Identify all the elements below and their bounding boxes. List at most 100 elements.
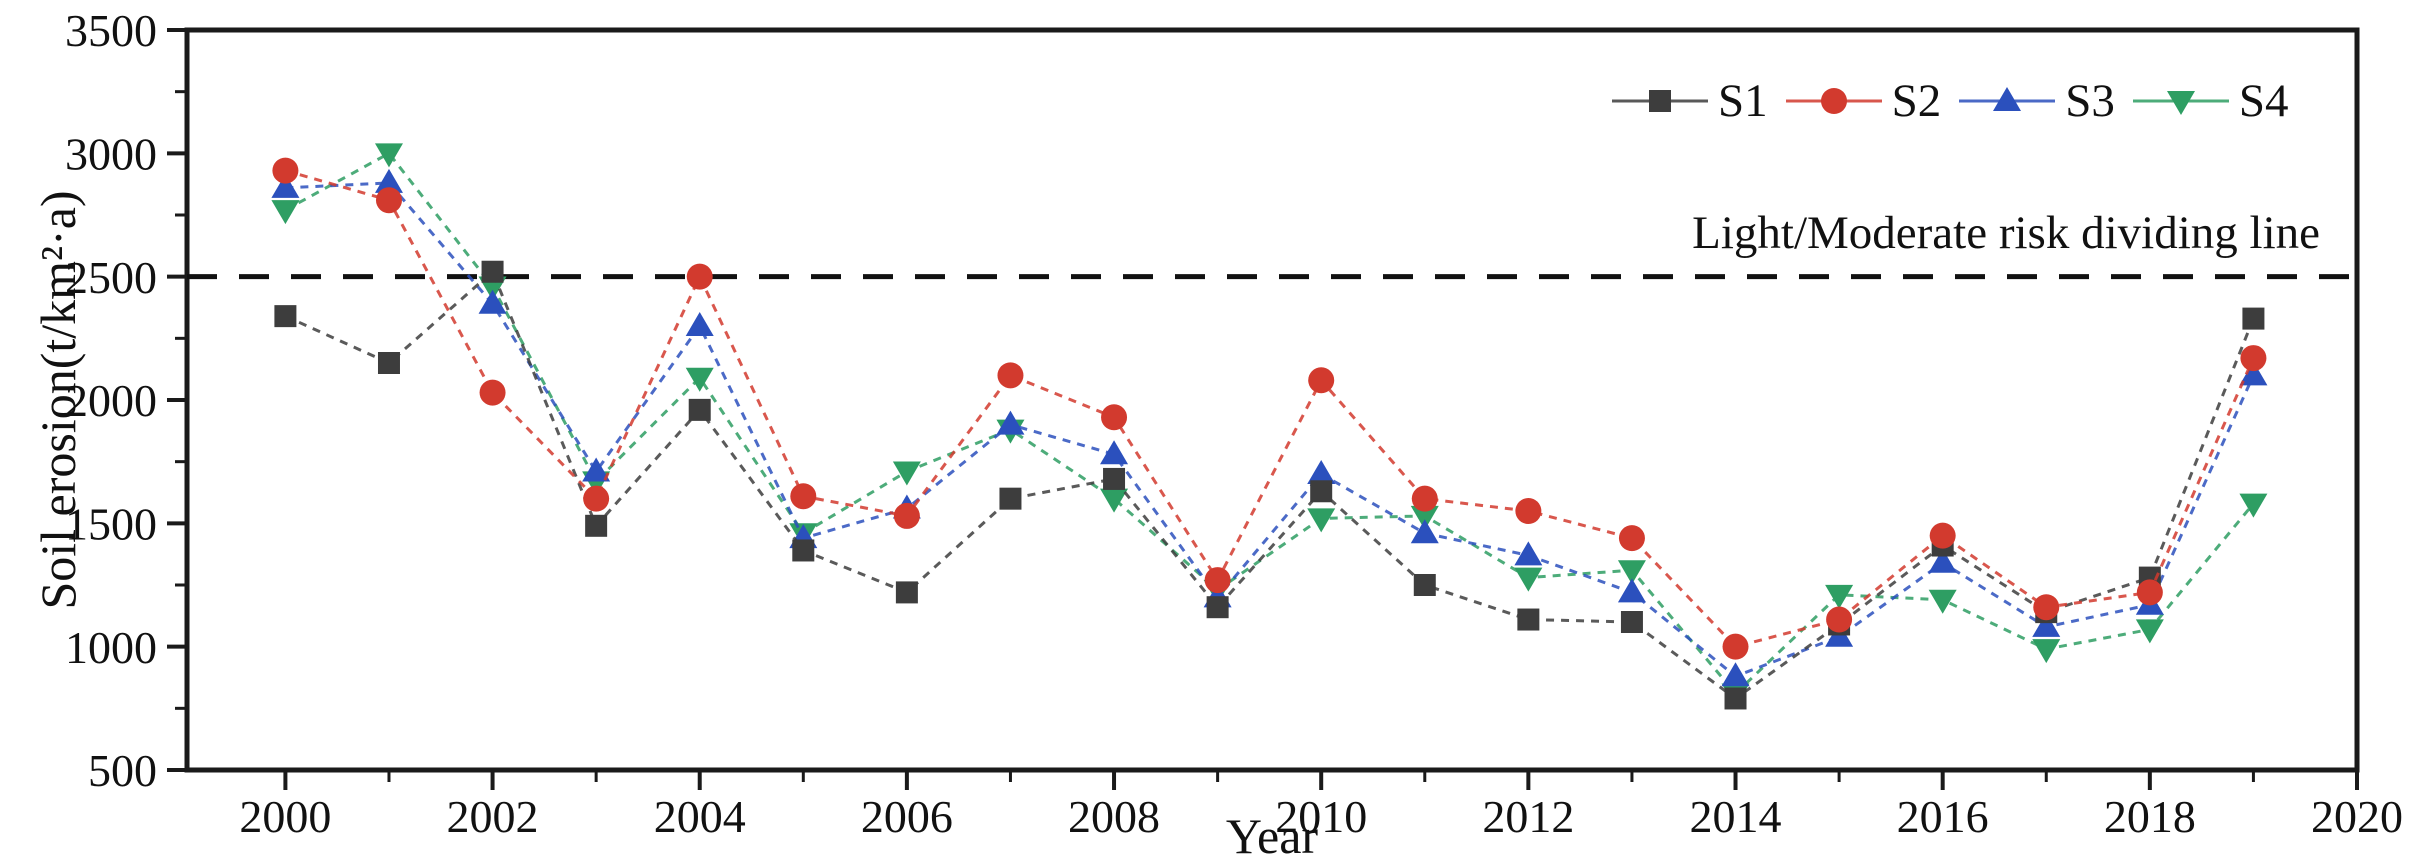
legend-marker-shape [2166, 91, 2195, 115]
data-point-S2-2013 [1618, 525, 1645, 552]
legend-marker-shape [1820, 88, 1847, 114]
data-point-S3-2013 [1617, 578, 1646, 603]
data-point-S1-2013 [1620, 611, 1643, 633]
data-point-S2-2008 [1101, 404, 1128, 431]
y-tick-label: 500 [88, 745, 157, 796]
chart-legend: S1 S2 S3 S4 [1612, 74, 2289, 128]
x-tick-label: 2002 [447, 791, 539, 842]
data-point-S2-2011 [1411, 485, 1438, 512]
data-point-S1-2011 [1413, 574, 1436, 596]
legend-label-S4: S4 [2238, 75, 2289, 127]
series-S2 [272, 157, 2267, 660]
y-tick-label: 1500 [65, 498, 157, 549]
data-point-S2-2019 [2240, 345, 2267, 372]
data-point-S1-2012 [1517, 608, 1540, 631]
data-point-S1-2004 [688, 398, 711, 421]
data-point-S3-2002 [478, 289, 507, 314]
data-point-S4-2004 [685, 367, 714, 392]
risk-dividing-line-label: Light/Moderate risk dividing line [1692, 207, 2320, 259]
data-point-S4-2008 [1100, 488, 1129, 513]
data-point-S3-2011 [1410, 519, 1439, 544]
legend-marker-circle-icon [1785, 88, 1882, 114]
legend-marker-shape [1649, 90, 1671, 112]
data-point-S3-2016 [1928, 548, 1957, 573]
legend-item-S4: S4 [2132, 74, 2289, 128]
data-point-S2-2018 [2136, 579, 2163, 606]
data-point-S1-2009 [1206, 596, 1229, 619]
data-point-S1-2010 [1310, 480, 1333, 503]
legend-item-S2: S2 [1785, 74, 1942, 128]
x-tick-label: 2014 [1690, 791, 1782, 842]
series-S1 [274, 260, 2265, 710]
data-point-S4-2016 [1928, 589, 1957, 614]
series-S1-line [284, 269, 2255, 701]
data-point-S4-2000 [271, 200, 300, 225]
x-tick-label: 2020 [2311, 791, 2403, 842]
data-point-S2-2010 [1308, 367, 1335, 394]
data-point-S2-2003 [583, 485, 610, 512]
data-point-S2-2005 [790, 483, 817, 510]
legend-label-S1: S1 [1718, 75, 1768, 127]
legend-marker-square-icon [1612, 90, 1708, 112]
data-point-S2-2009 [1204, 567, 1231, 594]
data-point-S3-2012 [1514, 541, 1543, 566]
legend-marker-shape [1993, 87, 2022, 111]
data-point-S4-2006 [892, 461, 921, 486]
data-point-S3-2017 [2032, 612, 2061, 637]
data-point-S4-2018 [2135, 619, 2164, 644]
data-point-S4-2015 [1825, 584, 1854, 609]
data-point-S4-2017 [2032, 639, 2061, 664]
data-point-S3-2010 [1307, 460, 1336, 484]
data-point-S4-2010 [1307, 508, 1336, 533]
data-point-S2-2006 [893, 502, 920, 529]
data-point-S1-2005 [792, 539, 815, 562]
legend-label-S2: S2 [1891, 75, 1942, 127]
data-point-S4-2001 [374, 143, 403, 168]
data-point-S1-2019 [2242, 307, 2265, 330]
y-axis-title: Soil erosion(t/km²·a) [30, 190, 86, 610]
legend-item-S1: S1 [1612, 74, 1768, 128]
x-tick-label: 2018 [2104, 791, 2196, 842]
x-tick-label: 2000 [239, 791, 331, 842]
data-point-S2-2004 [686, 263, 713, 290]
data-point-S2-2016 [1929, 522, 1956, 549]
data-point-S3-2019 [2239, 361, 2268, 386]
data-point-S3-2004 [685, 312, 714, 336]
data-point-S1-2000 [274, 305, 297, 328]
data-point-S2-2000 [272, 157, 299, 184]
data-point-S1-2003 [585, 514, 608, 537]
data-point-S2-2017 [2033, 594, 2060, 621]
series-S2-line [284, 169, 2255, 649]
data-point-S2-2007 [997, 362, 1024, 389]
legend-marker-triangle-down-icon [2132, 91, 2229, 115]
x-axis-title: Year [1225, 808, 1319, 864]
data-point-S1-2001 [377, 352, 400, 374]
data-point-S4-2019 [2239, 493, 2268, 518]
x-tick-label: 2010 [1275, 791, 1367, 842]
y-tick-label: 3000 [65, 128, 157, 179]
data-point-S1-2008 [1103, 467, 1126, 490]
data-point-S3-2008 [1100, 440, 1129, 465]
data-point-S4-2013 [1617, 560, 1646, 585]
data-point-S2-2002 [479, 379, 506, 406]
y-tick-label: 2500 [65, 252, 157, 303]
x-tick-label: 2012 [1482, 791, 1574, 842]
data-point-S3-2007 [996, 410, 1025, 435]
y-tick-label: 2000 [65, 375, 157, 426]
data-point-S2-2012 [1515, 498, 1542, 524]
data-point-S4-2012 [1514, 567, 1543, 592]
data-point-S2-2014 [1722, 633, 1749, 660]
x-tick-label: 2016 [1897, 791, 1989, 842]
data-point-S1-2007 [999, 487, 1022, 510]
data-point-S1-2006 [895, 581, 918, 604]
y-tick-label: 3500 [65, 5, 157, 56]
legend-label-S3: S3 [2065, 75, 2115, 127]
plot-frame [184, 27, 2360, 773]
data-point-S1-2014 [1724, 687, 1747, 710]
data-point-S3-2001 [374, 168, 403, 193]
legend-marker-triangle-up-icon [1959, 87, 2056, 111]
data-point-S3-2014 [1721, 662, 1750, 687]
x-tick-label: 2004 [654, 791, 746, 842]
